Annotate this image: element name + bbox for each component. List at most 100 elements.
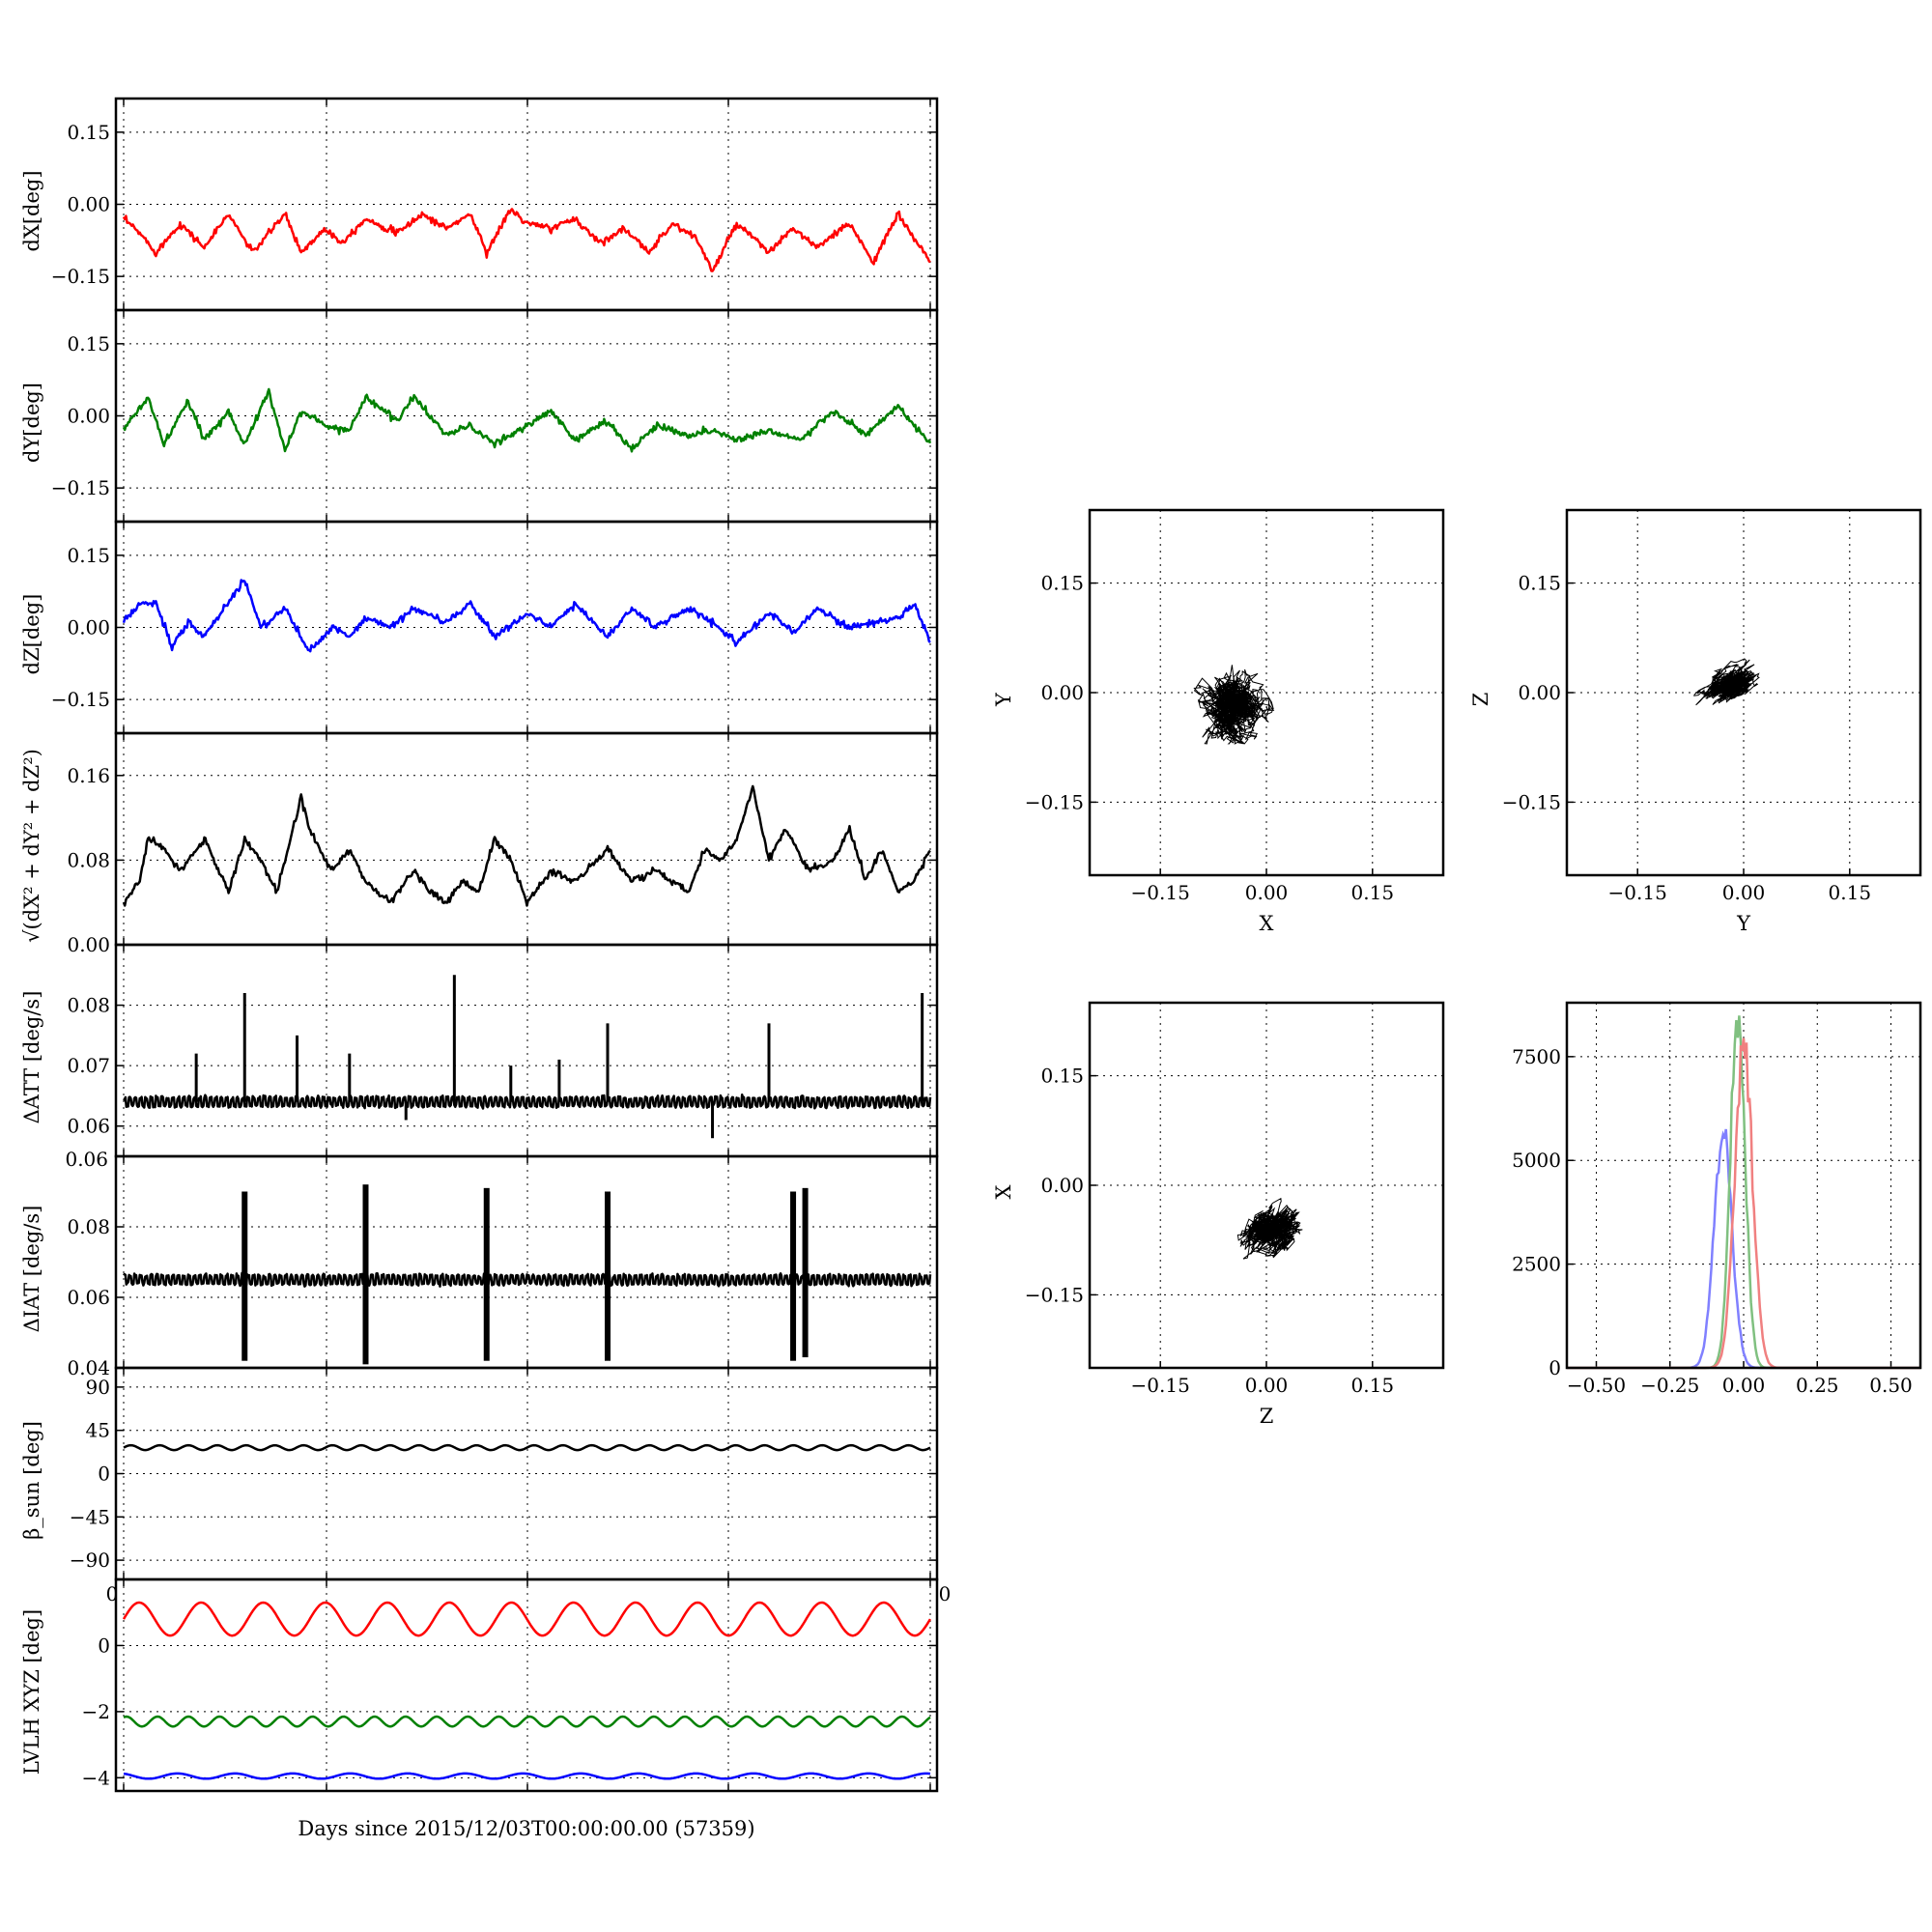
y-tick-label: −4 xyxy=(82,1766,110,1789)
y-axis-label: ΔATT [deg/s] xyxy=(20,991,43,1124)
y-axis-label: Z xyxy=(1469,693,1492,707)
strip-dIAT: 0.08 0.06 0.04 ΔIAT [deg/s] xyxy=(20,1154,939,1379)
scatter-trace xyxy=(1693,658,1760,706)
scatter-trace xyxy=(1193,665,1275,745)
axes-frame xyxy=(1088,1001,1445,1370)
y-tick-label: 0 xyxy=(1548,1356,1561,1379)
x-tick-label: 0.15 xyxy=(1351,1374,1395,1397)
strip-dATT: 0.08 0.07 0.06 ΔATT [deg/s] xyxy=(20,943,939,1158)
x-tick-label: 0.00 xyxy=(1722,1374,1766,1397)
scatter-trace xyxy=(1236,1197,1303,1260)
series-line xyxy=(122,1093,932,1110)
y-tick-label: −0.15 xyxy=(51,688,110,711)
series-line xyxy=(123,1772,931,1780)
series-line xyxy=(123,1715,931,1728)
series-line xyxy=(122,579,931,653)
x-tick-label: −0.25 xyxy=(1640,1374,1699,1397)
axes-frame xyxy=(114,1154,939,1370)
axes-frame xyxy=(114,1577,939,1793)
y-tick-label: 0.06 xyxy=(67,1115,110,1138)
panel-YZ: −0.15 0.00 0.15 0.15 0.00 −0.15 Y Z xyxy=(1469,508,1922,935)
y-tick-label: 0.00 xyxy=(67,933,110,956)
x-tick-label: 0.50 xyxy=(1869,1374,1913,1397)
x-axis-label: X xyxy=(1260,912,1274,935)
x-tick-label: 0.15 xyxy=(1829,881,1872,904)
y-tick-label: 0.15 xyxy=(1040,1065,1084,1088)
y-tick-label: 0.08 xyxy=(67,1215,110,1238)
y-tick-label: 45 xyxy=(86,1419,110,1442)
overlapping-tick-label: 0.06 xyxy=(65,1148,108,1171)
y-tick-label: 0.06 xyxy=(67,1286,110,1309)
y-axis-label: LVLH XYZ [deg] xyxy=(20,1609,43,1775)
series-line xyxy=(122,208,931,272)
axes-frame xyxy=(1088,508,1445,877)
y-tick-label: 0.00 xyxy=(67,193,110,216)
y-tick-label: 0.15 xyxy=(1040,572,1084,595)
y-tick-label: 0.15 xyxy=(67,332,110,355)
panel-hist: −0.50 −0.25 0.00 0.25 0.50 7500 5000 2500 0 xyxy=(1512,1001,1922,1397)
x-tick-label: −0.50 xyxy=(1567,1374,1626,1397)
x-tick-label: 0.00 xyxy=(1245,1374,1289,1397)
strip-dZ: 0.15 0.00 −0.15 dZ[deg] xyxy=(20,520,939,735)
y-tick-label: 5000 xyxy=(1512,1149,1561,1172)
y-tick-label: −0.15 xyxy=(1025,1283,1084,1306)
x-axis-footer-label: Days since 2015/12/03T00:00:00.00 (57359… xyxy=(298,1817,754,1840)
y-tick-label: 0 xyxy=(98,1463,110,1486)
y-tick-label: 2500 xyxy=(1512,1253,1561,1276)
series-line xyxy=(122,784,931,907)
strip-dX: 0.15 0.00 −0.15 dX[deg] xyxy=(20,97,939,312)
x-tick-label: 0.00 xyxy=(1245,881,1289,904)
y-axis-label: dZ[deg] xyxy=(20,594,43,675)
y-tick-label: 0.00 xyxy=(67,616,110,639)
x-tick-label: −0.15 xyxy=(1131,1374,1190,1397)
x-tick-label: −0.15 xyxy=(1608,881,1667,904)
x-axis-label: Z xyxy=(1260,1405,1274,1428)
y-tick-label: 0.15 xyxy=(1518,572,1561,595)
histogram-line xyxy=(1567,1128,1920,1370)
axes-frame xyxy=(1565,1001,1922,1370)
y-tick-label: −45 xyxy=(70,1505,110,1528)
y-tick-label: −2 xyxy=(82,1700,110,1723)
y-axis-label: ΔIAT [deg/s] xyxy=(20,1206,43,1333)
y-tick-label: 7500 xyxy=(1512,1045,1561,1068)
axes-frame xyxy=(114,943,939,1158)
y-tick-label: 0.00 xyxy=(1518,681,1561,704)
panel-XY: −0.15 0.00 0.15 0.15 0.00 −0.15 X Y xyxy=(992,508,1445,935)
series-line xyxy=(122,1601,932,1637)
axes-frame xyxy=(1565,508,1922,877)
y-tick-label: 0.07 xyxy=(67,1054,110,1077)
stray-tick-label-right: 0 xyxy=(939,1582,952,1605)
y-tick-label: 0.08 xyxy=(67,848,110,871)
y-tick-label: 0 xyxy=(98,1634,110,1657)
y-tick-label: 0.08 xyxy=(67,994,110,1017)
strip-norm: 0.16 0.08 0.00 √(dX² + dY² + dZ²) xyxy=(20,731,939,956)
stray-tick-label-left: 0 xyxy=(106,1582,119,1605)
y-axis-label: √(dX² + dY² + dZ²) xyxy=(20,749,43,943)
y-tick-label: −90 xyxy=(70,1548,110,1572)
x-axis-label: Y xyxy=(1736,912,1751,935)
strip-dY: 0.15 0.00 −0.15 dY[deg] xyxy=(20,308,939,524)
y-tick-label: 0.15 xyxy=(67,121,110,144)
y-axis-label: X xyxy=(992,1184,1015,1199)
y-tick-label: 0.15 xyxy=(67,544,110,567)
x-tick-label: 0.15 xyxy=(1351,881,1395,904)
y-axis-label: Y xyxy=(992,692,1015,707)
x-tick-label: 0.25 xyxy=(1796,1374,1839,1397)
y-tick-label: 0.16 xyxy=(67,764,110,787)
x-tick-label: 0.00 xyxy=(1722,881,1766,904)
x-tick-label: −0.15 xyxy=(1131,881,1190,904)
y-tick-label: −0.15 xyxy=(1025,790,1084,813)
y-tick-label: 0.00 xyxy=(1040,681,1084,704)
series-line xyxy=(123,1271,932,1288)
y-axis-label: dY[deg] xyxy=(20,383,43,463)
strip-beta: 90 45 0 −45 −90 β_sun [deg] xyxy=(20,1366,939,1581)
series-line xyxy=(123,1443,931,1452)
strip-lvlh: 0 −2 −4 LVLH XYZ [deg] xyxy=(20,1577,939,1793)
y-tick-label: −0.15 xyxy=(1502,790,1561,813)
panel-ZX: −0.15 0.00 0.15 0.15 0.00 −0.15 Z X xyxy=(992,1001,1445,1428)
y-tick-label: 0.04 xyxy=(67,1356,110,1379)
y-tick-label: 0.00 xyxy=(1040,1174,1084,1197)
y-tick-label: −0.15 xyxy=(51,265,110,288)
series-line xyxy=(122,387,932,453)
